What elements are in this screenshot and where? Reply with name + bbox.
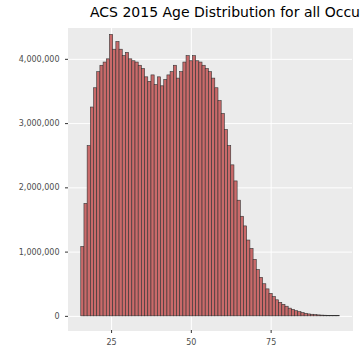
svg-text:75: 75 <box>266 338 276 347</box>
svg-text:50: 50 <box>186 338 196 347</box>
svg-text:4,000,000: 4,000,000 <box>19 55 60 64</box>
svg-text:25: 25 <box>106 338 116 347</box>
svg-text:1,000,000: 1,000,000 <box>19 248 60 257</box>
svg-text:2,000,000: 2,000,000 <box>19 183 60 192</box>
svg-text:0: 0 <box>54 312 59 321</box>
svg-text:3,000,000: 3,000,000 <box>19 119 60 128</box>
